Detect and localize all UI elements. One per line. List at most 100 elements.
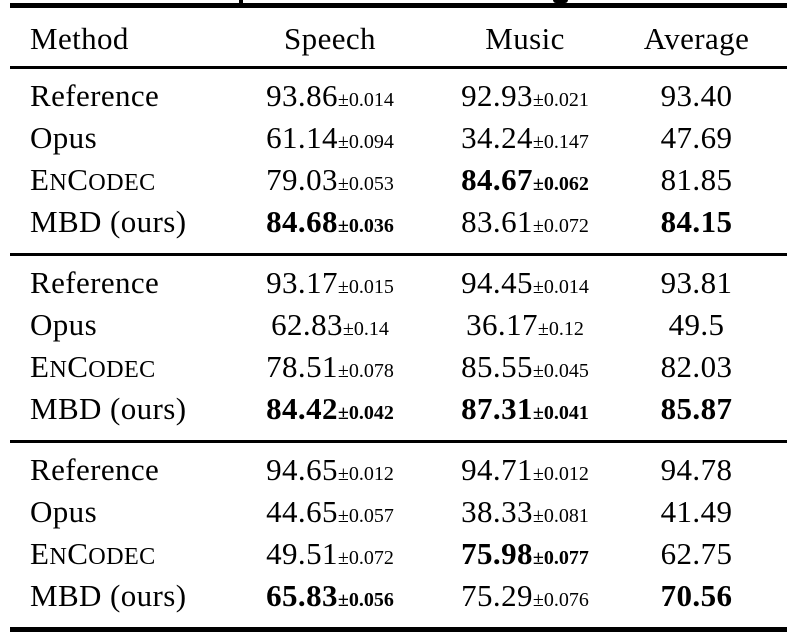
results-table: Method Speech Music Average Reference 93.… xyxy=(10,3,787,632)
smallcap-letter: N xyxy=(49,169,68,196)
method-cell: Opus xyxy=(30,120,98,155)
speech-cell: 84.42±0.042 xyxy=(230,390,430,442)
score-value: 41.49 xyxy=(660,494,733,529)
column-header-speech: Speech xyxy=(230,5,430,69)
method-cell: MBD (ours) xyxy=(30,578,187,613)
smallcap-letter: C xyxy=(139,543,156,570)
score-value: 49.51 xyxy=(266,536,338,571)
method-cell: MBD (ours) xyxy=(30,391,187,426)
score-value: 87.31 xyxy=(461,391,533,426)
score-std: ±0.081 xyxy=(532,505,589,527)
speech-cell: 94.65±0.012 xyxy=(230,442,430,494)
score-std: ±0.015 xyxy=(337,276,394,298)
speech-cell: 84.68±0.036 xyxy=(230,203,430,255)
music-cell: 85.55±0.045 xyxy=(430,348,620,390)
score-value: 75.29 xyxy=(461,578,533,613)
method-cell: Reference xyxy=(30,265,160,300)
average-cell: 62.75 xyxy=(620,535,787,577)
score-value: 85.87 xyxy=(660,391,733,426)
score-value: 92.93 xyxy=(461,78,533,113)
method-cell: ENCODEC xyxy=(30,162,156,197)
cropped-caption-line xyxy=(0,0,797,3)
music-cell: 87.31±0.041 xyxy=(430,390,620,442)
table-row: ENCODEC 49.51±0.072 75.98±0.077 62.75 xyxy=(10,535,787,577)
music-cell: 75.29±0.076 xyxy=(430,577,620,630)
music-cell: 94.45±0.014 xyxy=(430,255,620,307)
smallcap-letter: N xyxy=(49,543,68,570)
score-std: ±0.147 xyxy=(532,131,589,153)
method-cell: ENCODEC xyxy=(30,349,156,384)
music-cell: 34.24±0.147 xyxy=(430,119,620,161)
score-std: ±0.062 xyxy=(532,173,589,195)
smallcap-letter: D xyxy=(106,169,124,196)
score-value: 93.86 xyxy=(266,78,338,113)
score-std: ±0.036 xyxy=(337,215,394,237)
average-cell: 49.5 xyxy=(620,306,787,348)
score-value: 93.81 xyxy=(660,265,733,300)
score-value: 84.15 xyxy=(660,204,733,239)
table-row: MBD (ours) 84.42±0.042 87.31±0.041 85.87 xyxy=(10,390,787,442)
speech-cell: 78.51±0.078 xyxy=(230,348,430,390)
score-value: 75.98 xyxy=(461,536,533,571)
score-value: 82.03 xyxy=(660,349,733,384)
column-header-music: Music xyxy=(430,5,620,69)
score-std: ±0.014 xyxy=(337,89,394,111)
average-cell: 84.15 xyxy=(620,203,787,255)
music-cell: 94.71±0.012 xyxy=(430,442,620,494)
smallcap-letter: O xyxy=(88,543,107,570)
table-group-1: Reference 93.86±0.014 92.93±0.021 93.40 Opus… xyxy=(10,68,787,255)
score-std: ±0.042 xyxy=(337,402,394,424)
table-row: Reference 93.17±0.015 94.45±0.014 93.81 xyxy=(10,255,787,307)
method-cell: Reference xyxy=(30,78,160,113)
score-std: ±0.041 xyxy=(532,402,589,424)
score-value: 93.40 xyxy=(660,78,733,113)
score-value: 47.69 xyxy=(660,120,733,155)
music-cell: 38.33±0.081 xyxy=(430,493,620,535)
smallcap-letter: O xyxy=(88,356,107,383)
smallcap-letter: D xyxy=(106,356,124,383)
average-cell: 82.03 xyxy=(620,348,787,390)
score-value: 84.42 xyxy=(266,391,338,426)
score-std: ±0.076 xyxy=(532,589,589,611)
score-value: 94.71 xyxy=(461,452,533,487)
method-cell: MBD (ours) xyxy=(30,204,187,239)
speech-cell: 62.83±0.14 xyxy=(230,306,430,348)
method-cell: Opus xyxy=(30,494,98,529)
method-cell: Reference xyxy=(30,452,160,487)
column-header-average: Average xyxy=(620,5,787,69)
score-value: 65.83 xyxy=(266,578,338,613)
score-std: ±0.056 xyxy=(337,589,394,611)
table-row: Reference 94.65±0.012 94.71±0.012 94.78 xyxy=(10,442,787,494)
average-cell: 41.49 xyxy=(620,493,787,535)
average-cell: 93.40 xyxy=(620,68,787,120)
smallcap-letter: E xyxy=(124,543,140,570)
score-std: ±0.072 xyxy=(337,547,394,569)
table-row: Opus 62.83±0.14 36.17±0.12 49.5 xyxy=(10,306,787,348)
smallcap-letter: C xyxy=(139,169,156,196)
average-cell: 47.69 xyxy=(620,119,787,161)
score-value: 34.24 xyxy=(461,120,533,155)
score-value: 44.65 xyxy=(266,494,338,529)
score-std: ±0.053 xyxy=(337,173,394,195)
smallcap-letter: N xyxy=(49,356,68,383)
table-row: ENCODEC 79.03±0.053 84.67±0.062 81.85 xyxy=(10,161,787,203)
method-cell: Opus xyxy=(30,307,98,342)
score-value: 62.83 xyxy=(271,307,343,342)
score-std: ±0.057 xyxy=(337,505,394,527)
score-std: ±0.072 xyxy=(532,215,589,237)
average-cell: 93.81 xyxy=(620,255,787,307)
method-cell: ENCODEC xyxy=(30,536,156,571)
average-cell: 94.78 xyxy=(620,442,787,494)
caption-descender-mark xyxy=(553,0,568,3)
music-cell: 84.67±0.062 xyxy=(430,161,620,203)
score-value: 83.61 xyxy=(461,204,533,239)
table-header: Method Speech Music Average xyxy=(10,5,787,69)
smallcap-letter: E xyxy=(124,169,140,196)
smallcap-letter: E xyxy=(124,356,140,383)
score-value: 94.78 xyxy=(660,452,733,487)
smallcap-letter: O xyxy=(88,169,107,196)
score-std: ±0.021 xyxy=(532,89,589,111)
score-std: ±0.14 xyxy=(342,318,389,340)
music-cell: 83.61±0.072 xyxy=(430,203,620,255)
speech-cell: 93.86±0.014 xyxy=(230,68,430,120)
